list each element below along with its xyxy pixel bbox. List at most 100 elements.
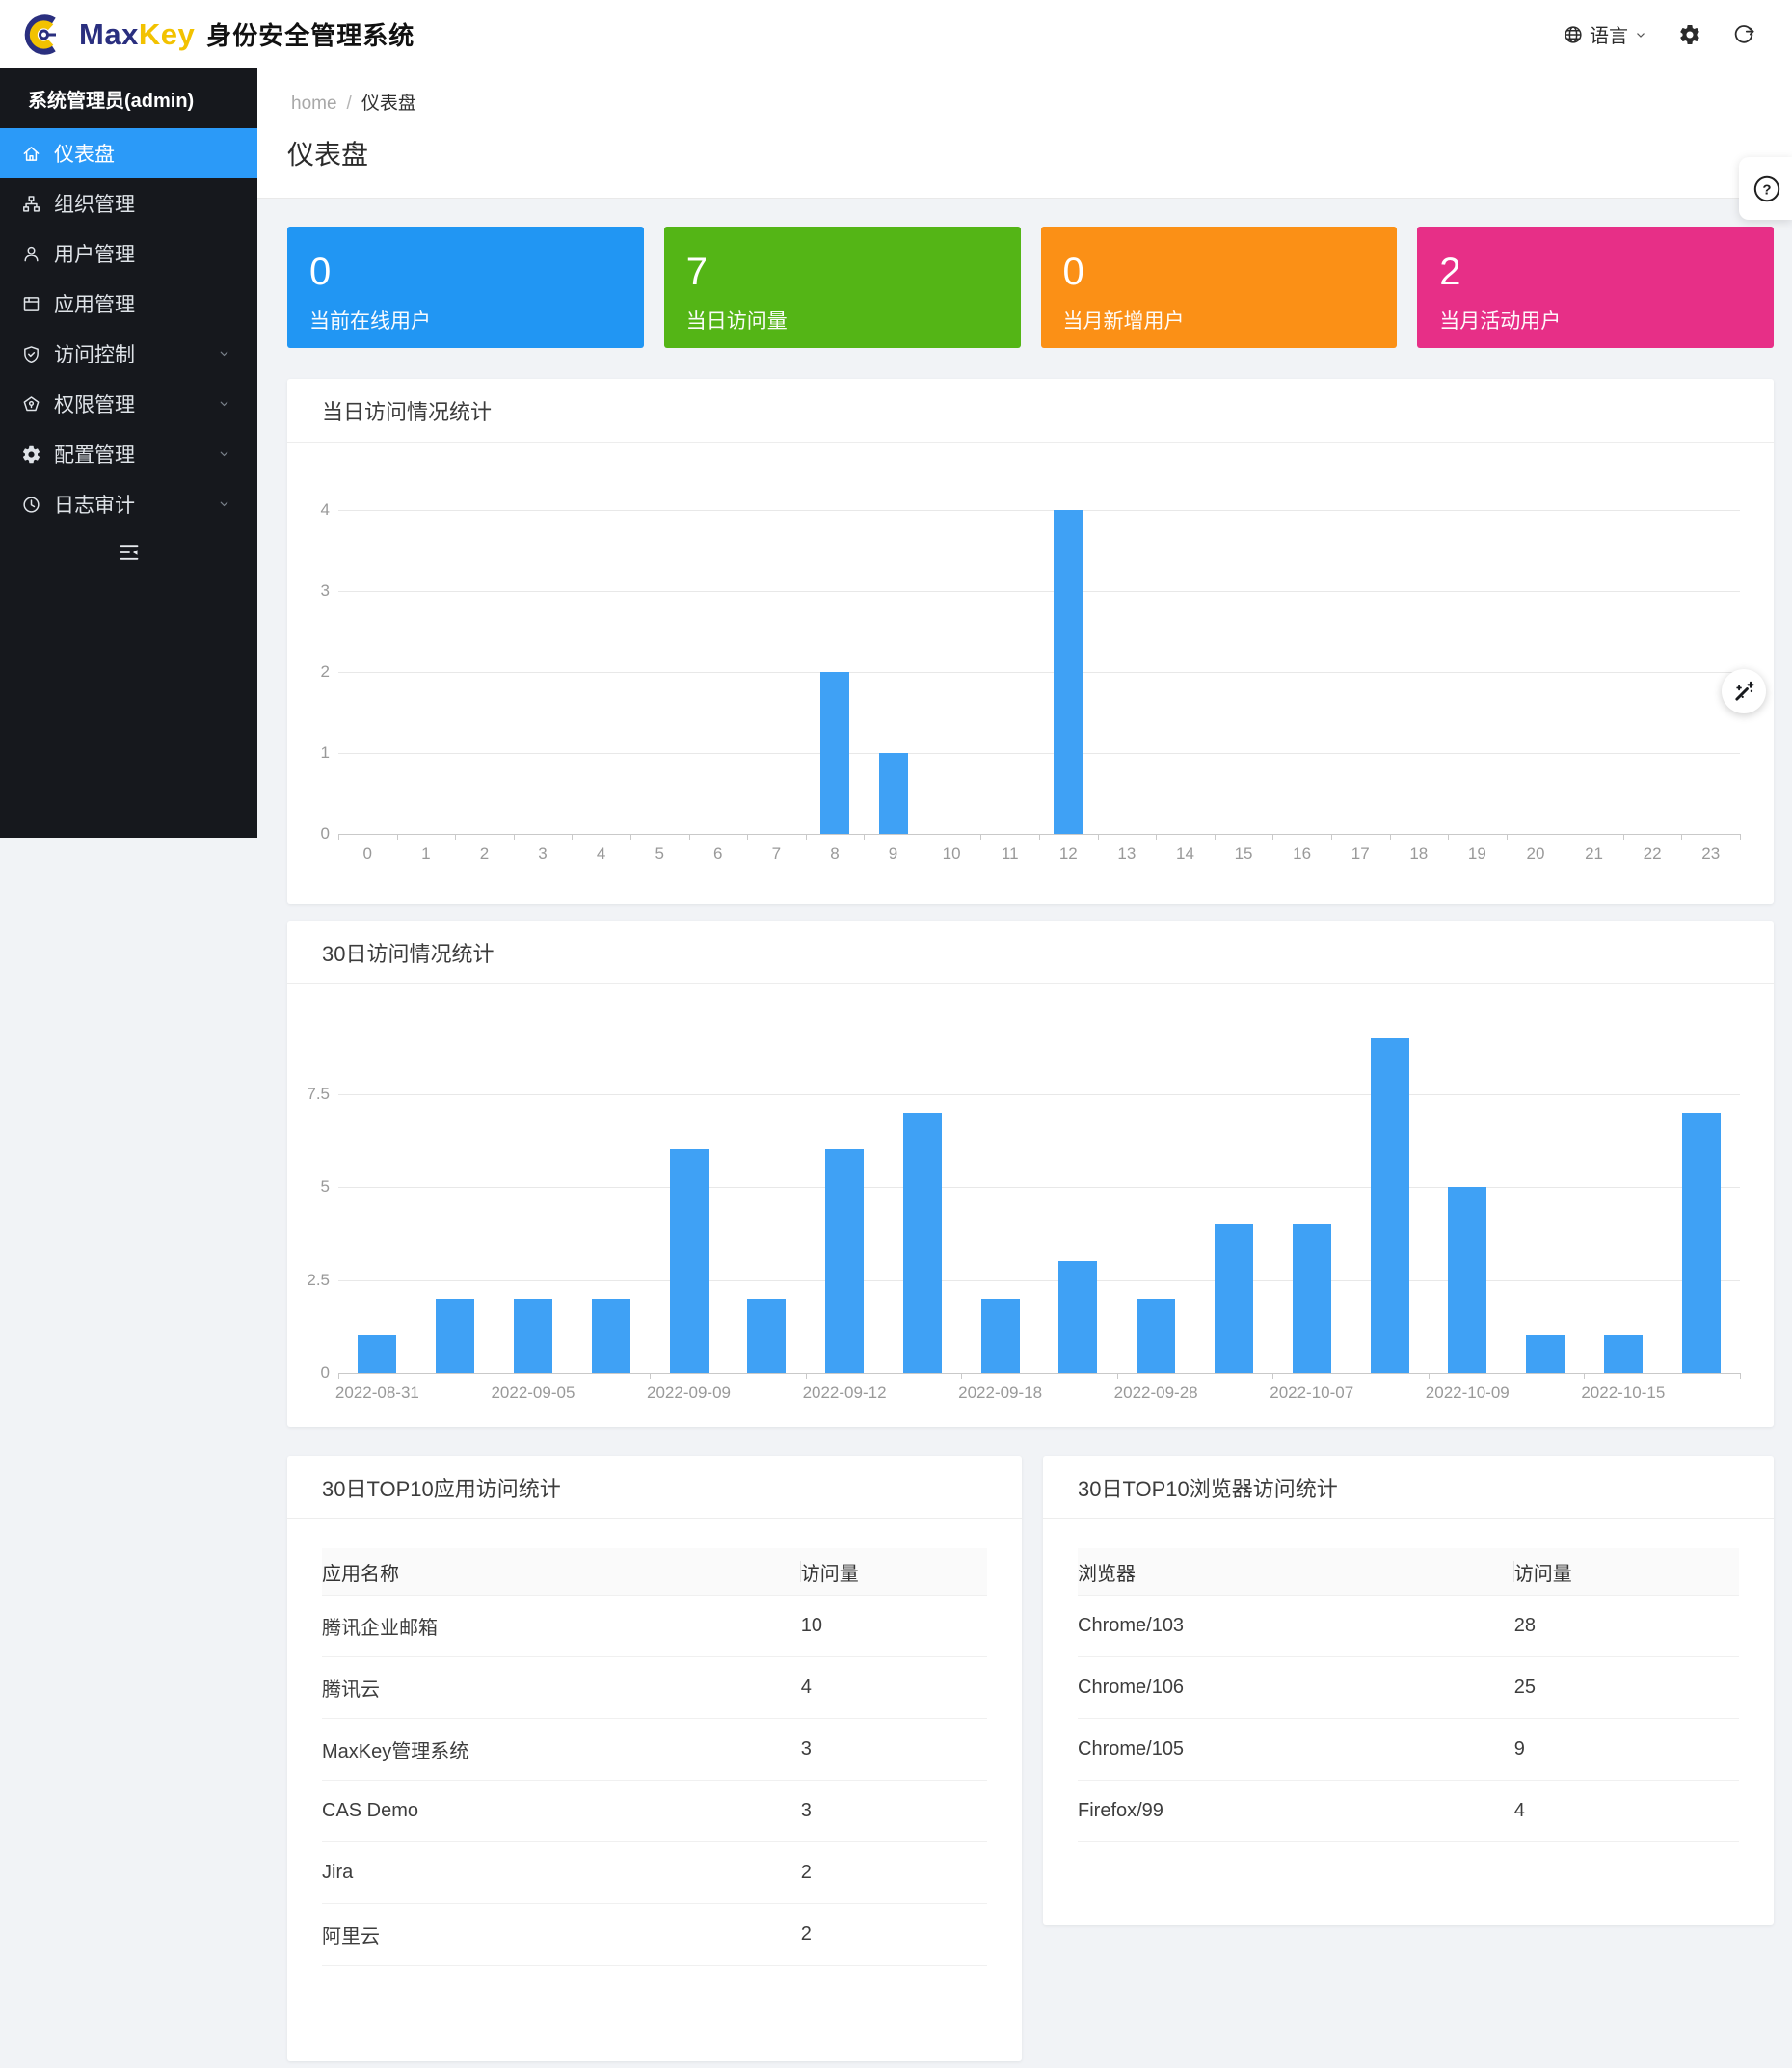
cell-name: Firefox/99 <box>1078 1800 1163 1821</box>
x-axis-tick <box>1448 834 1450 840</box>
table-row: Firefox/99 4 <box>1078 1781 1739 1842</box>
maxkey-logo-icon <box>21 12 67 58</box>
thirty-day-visits-chart-card: 30日访问情况统计 0 2.5 5 7.5 2022-08-31 2022-09-05 20… <box>287 921 1774 1427</box>
chart-bar <box>980 1298 1020 1373</box>
cell-visits: 4 <box>1513 1800 1525 1821</box>
thirty-day-visits-bar-chart: 0 2.5 5 7.5 2022-08-31 2022-09-05 2022-09-09 20… <box>287 983 1774 1427</box>
column-header-name: 浏览器 <box>1078 1558 1514 1586</box>
sidebar-item-access-control[interactable]: 访问控制 <box>0 329 257 379</box>
top10-apps-table: 应用名称 访问量 腾讯企业邮箱 10 腾讯云 4 MaxKey管理系统 3 CAS Demo 3 J… <box>322 1548 987 1966</box>
stats-row: 0 当前在线用户 7 当日访问量 0 当月新增用户 2 当月活动用户 <box>287 227 1774 348</box>
cell-visits: 28 <box>1513 1615 1536 1636</box>
theme-wand-button[interactable] <box>1722 669 1766 713</box>
x-axis-tick <box>455 834 457 840</box>
chart-gridline <box>338 1187 1740 1188</box>
y-axis-label: 4 <box>320 500 330 519</box>
help-button[interactable]: ? <box>1739 157 1792 220</box>
x-axis-tick <box>650 1373 652 1379</box>
cell-name: Jira <box>322 1862 354 1883</box>
sidebar-item-log-audit[interactable]: 日志审计 <box>0 479 257 529</box>
x-axis-label: 6 <box>713 845 723 863</box>
x-axis-label: 5 <box>655 845 664 863</box>
chart-bar <box>819 672 849 834</box>
x-axis-tick <box>1116 1373 1118 1379</box>
chart-bar <box>902 1112 942 1373</box>
y-axis-label: 0 <box>320 1363 330 1382</box>
x-axis-tick <box>1389 834 1391 840</box>
sidebar-item-applications[interactable]: 应用管理 <box>0 279 257 329</box>
x-axis-tick <box>513 834 515 840</box>
x-axis-tick <box>396 834 398 840</box>
question-mark-icon: ? <box>1753 175 1780 201</box>
table-row: MaxKey管理系统 3 <box>322 1719 987 1781</box>
x-axis-tick <box>747 834 749 840</box>
language-menu[interactable]: 语言 <box>1563 20 1647 48</box>
chart-bar <box>747 1298 787 1373</box>
x-axis-tick <box>961 1373 963 1379</box>
chart-gridline <box>338 672 1740 673</box>
chart-bar <box>1526 1335 1565 1373</box>
sidebar-collapse-button[interactable] <box>0 529 257 579</box>
chart-gridline <box>338 510 1740 511</box>
x-axis-tick <box>1681 834 1683 840</box>
settings-button[interactable] <box>1678 23 1701 46</box>
x-axis-tick <box>1039 834 1040 840</box>
cell-name: 腾讯企业邮箱 <box>322 1618 438 1639</box>
x-axis-label: 11 <box>1001 845 1019 863</box>
header-actions: 语言 <box>1563 20 1792 48</box>
y-axis-label: 2 <box>320 662 330 681</box>
x-axis-tick <box>338 1373 339 1379</box>
x-axis-label: 1 <box>421 845 431 863</box>
today-visits-chart-card: 当日访问情况统计 0 1 2 3 4 0 1 2 3 4 5 6 7 8 9 10 11 12 13 14 15 16 17… <box>287 379 1774 904</box>
sidebar-item-dashboard[interactable]: 仪表盘 <box>0 128 257 178</box>
stat-card-0: 0 当前在线用户 <box>287 227 644 348</box>
gear-icon <box>1678 23 1701 46</box>
x-axis-label: 2022-08-31 <box>334 1383 419 1402</box>
stat-value: 0 <box>1062 251 1084 293</box>
sidebar-item-label: 访问控制 <box>54 344 135 366</box>
sidebar-item-configuration[interactable]: 配置管理 <box>0 429 257 479</box>
sidebar-item-label: 组织管理 <box>54 194 135 216</box>
x-axis-line <box>338 1373 1740 1374</box>
x-axis-label: 23 <box>1701 845 1721 863</box>
stat-value: 7 <box>685 251 708 293</box>
cell-visits: 3 <box>800 1738 812 1759</box>
cell-name: MaxKey管理系统 <box>322 1741 469 1762</box>
sidebar-item-permissions[interactable]: 权限管理 <box>0 379 257 429</box>
table-row: 阿里云 2 <box>322 1904 987 1966</box>
top10-browsers-card: 30日TOP10浏览器访问统计 浏览器 访问量 Chrome/103 28 Chrome… <box>1043 1456 1774 1925</box>
logout-button[interactable] <box>1732 23 1755 46</box>
x-axis-label: 18 <box>1409 845 1429 863</box>
chart-bar <box>358 1335 397 1373</box>
breadcrumb-home-link[interactable]: home <box>291 94 337 114</box>
sidebar-item-users[interactable]: 用户管理 <box>0 228 257 279</box>
x-axis-label: 8 <box>830 845 840 863</box>
sidebar-item-label: 用户管理 <box>54 244 135 266</box>
x-axis-label: 13 <box>1117 845 1137 863</box>
brand-text: MaxKey <box>79 17 195 52</box>
main-content: 0 当前在线用户 7 当日访问量 0 当月新增用户 2 当月活动用户 当日访问情况统计… <box>287 227 1774 2061</box>
x-axis-label: 22 <box>1643 845 1662 863</box>
app-icon <box>21 294 41 314</box>
y-axis-label: 7.5 <box>307 1084 330 1103</box>
cell-name: Chrome/106 <box>1078 1677 1185 1698</box>
chart-bar <box>1292 1223 1331 1373</box>
table-title: 30日TOP10应用访问统计 <box>287 1456 1022 1519</box>
top10-apps-card: 30日TOP10应用访问统计 应用名称 访问量 腾讯企业邮箱 10 腾讯云 4 MaxKey… <box>287 1456 1022 2061</box>
x-axis-label: 3 <box>538 845 548 863</box>
x-axis-tick <box>805 834 807 840</box>
sidebar-item-organization[interactable]: 组织管理 <box>0 178 257 228</box>
x-axis-label: 14 <box>1175 845 1194 863</box>
chevron-down-icon <box>1634 28 1647 41</box>
x-axis-label: 15 <box>1234 845 1253 863</box>
brand-key: Key <box>138 16 196 51</box>
x-axis-label: 7 <box>771 845 782 863</box>
x-axis-label: 19 <box>1467 845 1486 863</box>
x-axis-label: 4 <box>596 845 606 863</box>
column-header-visits: 访问量 <box>1513 1563 1572 1585</box>
sidebar-item-label: 配置管理 <box>54 444 135 467</box>
stat-label: 当日访问量 <box>685 310 788 333</box>
table-title: 30日TOP10浏览器访问统计 <box>1043 1456 1774 1519</box>
org-icon <box>21 194 41 214</box>
table-header-row: 浏览器 访问量 <box>1078 1548 1739 1596</box>
